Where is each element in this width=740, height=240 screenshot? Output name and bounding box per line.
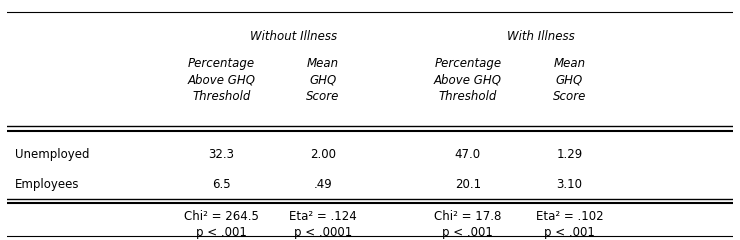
- Text: 47.0: 47.0: [455, 148, 481, 161]
- Text: Unemployed: Unemployed: [15, 148, 89, 161]
- Text: Percentage
Above GHQ
Threshold: Percentage Above GHQ Threshold: [187, 57, 255, 103]
- Text: 2.00: 2.00: [310, 148, 336, 161]
- Text: Mean
GHQ
Score: Mean GHQ Score: [553, 57, 586, 103]
- Text: 32.3: 32.3: [209, 148, 235, 161]
- Text: Employees: Employees: [15, 178, 79, 191]
- Text: 20.1: 20.1: [455, 178, 481, 191]
- Text: Mean
GHQ
Score: Mean GHQ Score: [306, 57, 340, 103]
- Text: 6.5: 6.5: [212, 178, 231, 191]
- Text: Eta² = .124
p < .0001: Eta² = .124 p < .0001: [289, 210, 357, 240]
- Text: .49: .49: [314, 178, 332, 191]
- Text: Percentage
Above GHQ
Threshold: Percentage Above GHQ Threshold: [434, 57, 502, 103]
- Text: Without Illness: Without Illness: [250, 30, 337, 43]
- Text: 3.10: 3.10: [556, 178, 582, 191]
- Text: With Illness: With Illness: [507, 30, 574, 43]
- Text: Chi² = 264.5
p < .001: Chi² = 264.5 p < .001: [184, 210, 259, 240]
- Text: 1.29: 1.29: [556, 148, 582, 161]
- Text: Chi² = 17.8
p < .001: Chi² = 17.8 p < .001: [434, 210, 502, 240]
- Text: Eta² = .102
p < .001: Eta² = .102 p < .001: [536, 210, 603, 240]
